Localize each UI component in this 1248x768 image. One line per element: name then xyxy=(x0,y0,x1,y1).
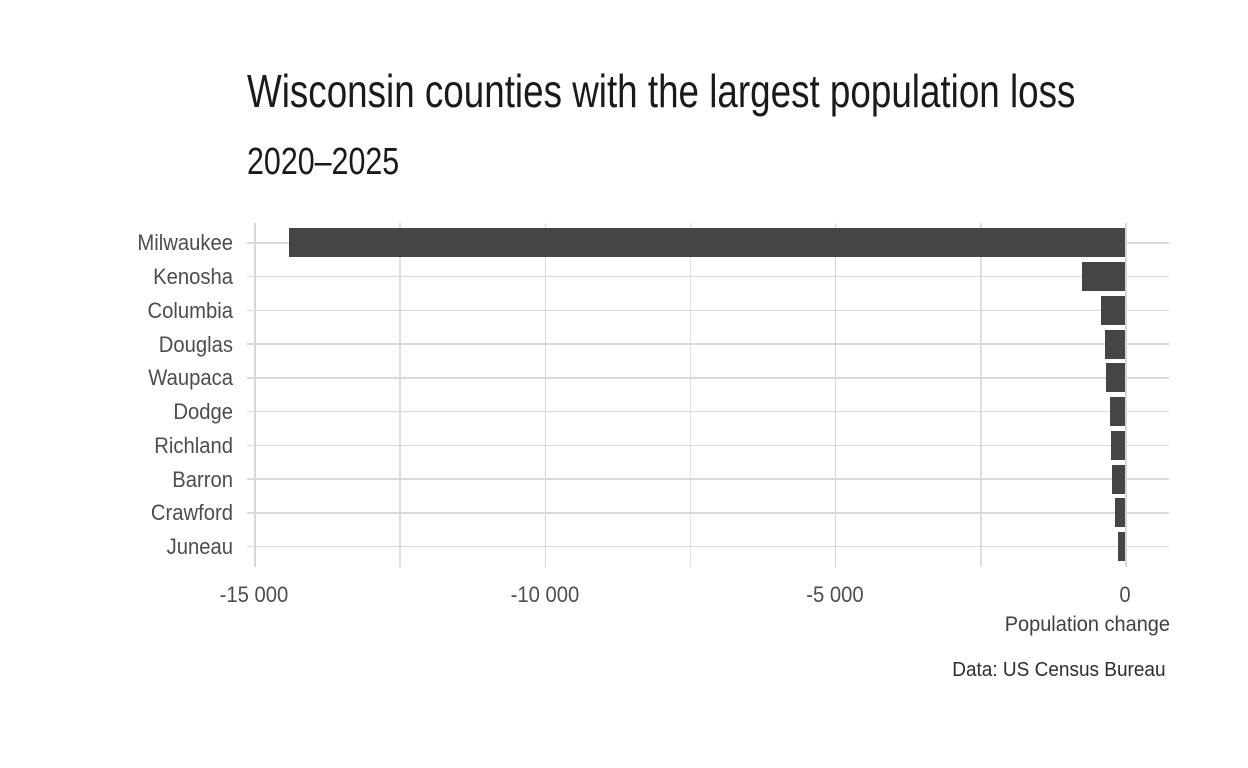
category-gridline xyxy=(247,444,1169,447)
data-source-caption: Data: US Census Bureau xyxy=(952,659,1166,681)
x-axis-tick-label: -10 000 xyxy=(510,582,579,607)
category-gridline xyxy=(247,275,1169,278)
bar xyxy=(1104,329,1126,359)
category-gridline xyxy=(247,512,1169,514)
category-gridline xyxy=(247,377,1169,379)
category-gridline xyxy=(247,545,1169,548)
major-gridline xyxy=(254,222,256,567)
chart-title: Wisconsin counties with the largest popu… xyxy=(247,65,1076,117)
y-axis-label: Columbia xyxy=(147,297,233,323)
x-axis-tick-label: -5 000 xyxy=(806,582,864,607)
major-gridline xyxy=(544,222,547,567)
category-gridline xyxy=(247,478,1169,480)
bar xyxy=(289,228,1126,258)
y-axis-label: Kenosha xyxy=(153,264,233,290)
bar xyxy=(1110,430,1126,460)
y-axis-label: Juneau xyxy=(166,534,233,560)
y-axis-label: Crawford xyxy=(150,500,233,526)
bar xyxy=(1115,498,1126,528)
bar xyxy=(1101,295,1126,325)
y-axis-label: Barron xyxy=(172,466,233,492)
y-axis-label: Richland xyxy=(154,432,233,458)
minor-gridline xyxy=(689,222,692,567)
bar xyxy=(1117,532,1126,562)
x-axis-tick-label: 0 xyxy=(1119,582,1131,607)
bar xyxy=(1082,262,1126,292)
y-axis-label: Waupaca xyxy=(148,365,233,391)
minor-gridline xyxy=(980,222,982,567)
bar xyxy=(1105,363,1126,393)
bar xyxy=(1110,397,1126,427)
y-axis-label: Dodge xyxy=(173,399,233,425)
minor-gridline xyxy=(399,222,401,567)
y-axis-label: Milwaukee xyxy=(137,230,233,256)
y-axis-label: Douglas xyxy=(158,331,233,357)
major-gridline xyxy=(834,222,837,567)
bar xyxy=(1111,464,1126,494)
x-axis-title: Population change xyxy=(1004,613,1170,636)
category-gridline xyxy=(247,309,1169,312)
category-gridline xyxy=(247,343,1169,345)
chart-subtitle: 2020–2025 xyxy=(247,141,400,183)
x-axis-tick-label: -15 000 xyxy=(219,582,289,607)
category-gridline xyxy=(247,410,1169,413)
major-gridline xyxy=(1125,222,1127,567)
